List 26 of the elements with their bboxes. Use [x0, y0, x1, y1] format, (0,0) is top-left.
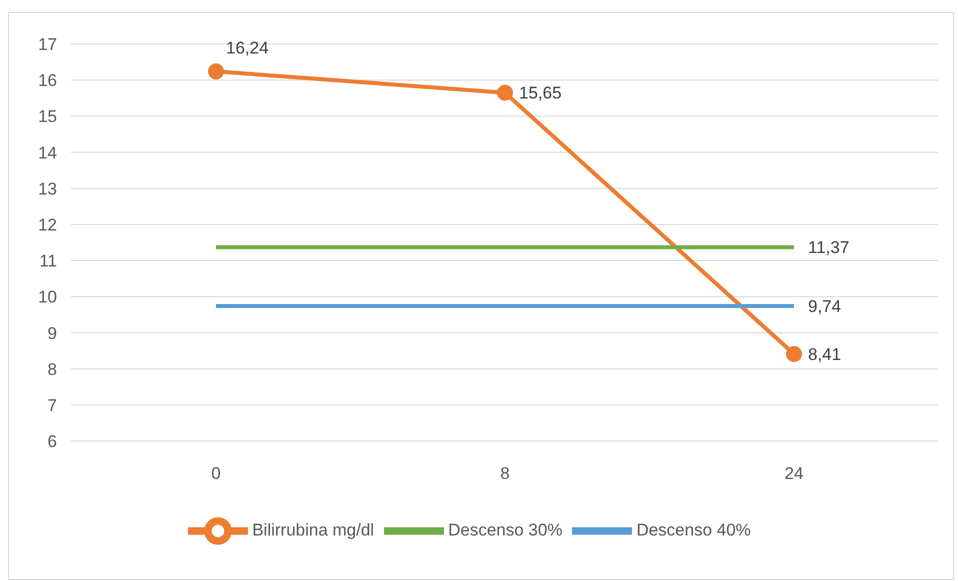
y-tick-label: 11	[39, 252, 57, 271]
data-label: 9,74	[808, 297, 842, 316]
point	[208, 63, 224, 80]
x-tick-label: 24	[784, 464, 804, 484]
y-tick-label: 12	[38, 215, 57, 234]
data-label: 15,65	[519, 84, 562, 103]
y-tick-label: 16	[38, 71, 57, 90]
y-tick-label: 17	[38, 35, 57, 54]
y-tick-label: 14	[38, 143, 57, 162]
point	[786, 346, 802, 362]
legend-label: Bilirrubina mg/dl	[252, 520, 374, 540]
y-tick-label: 6	[48, 432, 57, 452]
x-tick-label: 8	[500, 464, 510, 484]
legend-label: Descenso 30%	[448, 520, 562, 540]
y-tick-label: 8	[48, 360, 57, 379]
y-tick-label: 7	[48, 396, 57, 415]
y-tick-label: 15	[38, 107, 57, 126]
legend-label: Descenso 40%	[636, 520, 751, 540]
y-tick-label: 10	[38, 288, 57, 307]
data-label: 16,24	[226, 38, 269, 58]
y-tick-label: 13	[38, 179, 57, 198]
y-tick-label: 9	[48, 324, 57, 343]
data-label: 11,37	[808, 238, 850, 258]
point	[497, 84, 513, 101]
data-label: 8,41	[808, 345, 842, 364]
x-tick-label: 0	[211, 464, 221, 484]
